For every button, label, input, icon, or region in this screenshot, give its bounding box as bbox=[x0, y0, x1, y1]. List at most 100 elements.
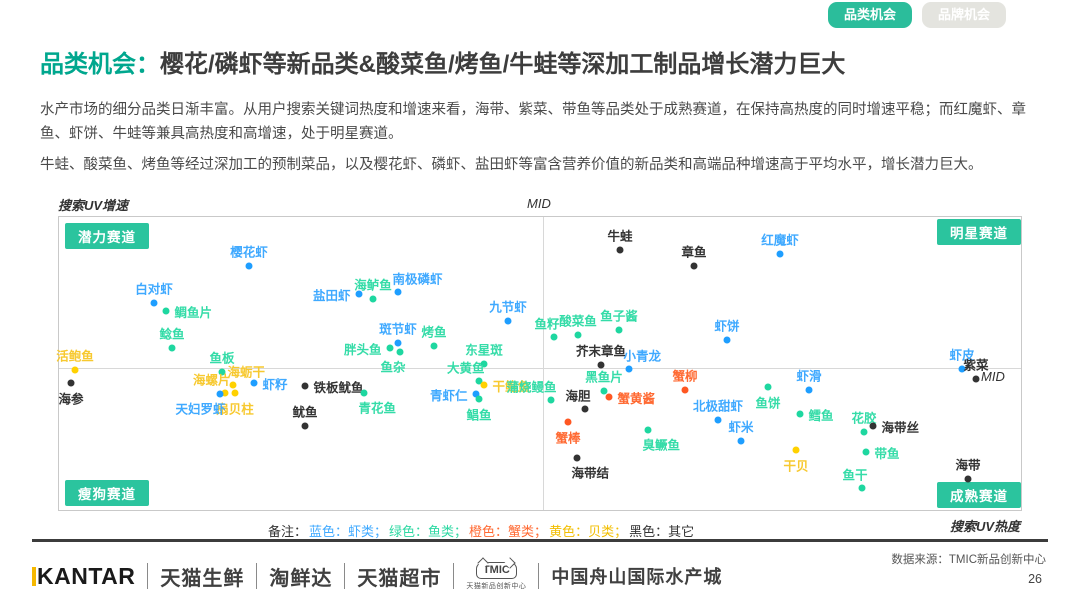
legend-item: 橙色：蟹类； bbox=[469, 524, 548, 539]
data-point[interactable]: 海胆 bbox=[565, 390, 591, 413]
data-point[interactable]: 樱花虾 bbox=[230, 246, 268, 270]
data-point-label: 鱼籽 bbox=[534, 317, 560, 332]
data-point[interactable]: 花胶 bbox=[851, 412, 877, 436]
data-point[interactable]: 东星斑 bbox=[465, 344, 503, 368]
data-point[interactable]: 鱿鱼 bbox=[292, 406, 318, 430]
data-point[interactable]: 北极甜虾 bbox=[693, 400, 743, 424]
data-point[interactable]: 牛蛙 bbox=[607, 230, 633, 254]
data-point[interactable]: 鱼板 bbox=[209, 352, 235, 376]
data-point[interactable]: 天妇罗虾 bbox=[175, 390, 226, 417]
data-point-label: 章鱼 bbox=[681, 245, 707, 260]
tab-category-opportunity[interactable]: 品类机会 bbox=[827, 2, 912, 28]
x-mid-label: MID bbox=[527, 196, 551, 211]
data-point[interactable]: 虾滑 bbox=[796, 370, 822, 394]
tmic-logo: TMIC 天猫新品创新中心 bbox=[466, 561, 526, 591]
data-point[interactable]: 九节虾 bbox=[489, 301, 527, 325]
data-point[interactable]: 虾皮 bbox=[949, 349, 975, 373]
data-point[interactable]: 虾籽 bbox=[250, 378, 288, 392]
data-point[interactable]: 红魔虾 bbox=[761, 234, 799, 258]
data-point-label: 虾籽 bbox=[262, 377, 288, 392]
data-point-label: 大黄鱼 bbox=[446, 361, 485, 376]
data-point[interactable]: 鳕鱼 bbox=[796, 409, 834, 423]
data-point[interactable]: 鱼饼 bbox=[755, 383, 781, 411]
data-point-label: 天妇罗虾 bbox=[175, 402, 226, 417]
data-point[interactable]: 海螺片 bbox=[193, 374, 231, 397]
page-title: 品类机会：樱花/磷虾等新品类&酸菜鱼/烤鱼/牛蛙等深加工制品增长潜力巨大 bbox=[40, 44, 845, 79]
data-point[interactable]: 小青龙 bbox=[624, 350, 661, 373]
data-point-label: 干贝 bbox=[783, 459, 809, 474]
data-point[interactable]: 海带结 bbox=[572, 454, 609, 481]
x-axis-label: 搜索UV热度 bbox=[949, 519, 1020, 534]
data-point-label: 海带丝 bbox=[881, 420, 920, 435]
data-point[interactable]: 烤鱼 bbox=[421, 326, 447, 350]
data-point[interactable]: 斑节虾 bbox=[379, 323, 417, 347]
legend-prefix: 备注： bbox=[268, 524, 308, 539]
data-point-label: 斑节虾 bbox=[379, 322, 417, 337]
data-point-label: 鱼子酱 bbox=[600, 309, 638, 324]
data-point[interactable]: 鱼子酱 bbox=[600, 310, 638, 334]
data-point-label: 烤鱼 bbox=[421, 325, 447, 340]
data-point[interactable]: 蒲烧鳗鱼 bbox=[506, 381, 557, 404]
data-point[interactable]: 铁板鱿鱼 bbox=[301, 381, 364, 395]
scatter-chart: MID 潜力赛道 明星赛道 瘦狗赛道 成熟赛道 樱花虾 白对虾 鲷鱼片 鲶鱼 活鲍鱼 海参… bbox=[56, 216, 1022, 511]
data-point-label: 铁板鱿鱼 bbox=[313, 380, 364, 395]
data-point[interactable]: 海鲈鱼 bbox=[354, 279, 392, 303]
data-point[interactable]: 紫菜 bbox=[963, 359, 989, 383]
data-point[interactable]: 酸菜鱼 bbox=[559, 315, 597, 339]
data-point[interactable]: 青虾仁 bbox=[430, 389, 480, 403]
data-point[interactable]: 鲶鱼 bbox=[159, 328, 185, 352]
data-point-label: 活鲍鱼 bbox=[56, 349, 94, 364]
data-point-label: 海鲈鱼 bbox=[354, 278, 392, 293]
data-point-label: 九节虾 bbox=[489, 300, 527, 315]
data-point[interactable]: 活鲍鱼 bbox=[56, 350, 94, 374]
data-point[interactable]: 白对虾 bbox=[135, 283, 173, 307]
data-point-label: 鱼干 bbox=[842, 468, 868, 483]
data-point[interactable]: 虾米 bbox=[728, 421, 754, 445]
data-point[interactable]: 鲳鱼 bbox=[466, 395, 492, 423]
data-point[interactable]: 南极磷虾 bbox=[393, 273, 443, 296]
tmall-fresh-logo: 天猫生鲜 bbox=[160, 567, 245, 590]
data-point[interactable]: 大黄鱼 bbox=[447, 362, 485, 385]
paragraph-1: 水产市场的细分品类日渐丰富。从用户搜索关键词热度和增速来看，海带、紫菜、带鱼等品… bbox=[40, 102, 1026, 142]
footer-separator bbox=[453, 563, 455, 589]
data-point[interactable]: 盐田虾 bbox=[313, 289, 363, 303]
data-point[interactable]: 干贝 bbox=[783, 446, 809, 474]
data-point[interactable]: 海参 bbox=[58, 379, 84, 407]
quadrant-badge-dog: 瘦狗赛道 bbox=[65, 480, 149, 506]
tmall-mart-logo: 天猫超市 bbox=[357, 567, 442, 590]
data-point[interactable]: 带鱼 bbox=[862, 447, 900, 461]
footer-separator bbox=[256, 563, 258, 589]
data-point[interactable]: 鱼杂 bbox=[380, 348, 406, 375]
data-point-label: 芥末章鱼 bbox=[575, 344, 627, 359]
data-point[interactable]: 芥末章鱼 bbox=[576, 345, 626, 369]
data-point[interactable]: 鱼干 bbox=[842, 469, 868, 492]
zhoushan-logo: 中国舟山国际水产城 bbox=[551, 567, 723, 587]
legend-item: 蓝色：虾类； bbox=[309, 524, 388, 539]
data-point[interactable]: 黑鱼片 bbox=[585, 371, 623, 395]
data-point-label: 小青龙 bbox=[623, 349, 662, 364]
data-point[interactable]: 鲷鱼片 bbox=[162, 306, 212, 320]
data-point[interactable]: 蟹黄酱 bbox=[605, 392, 655, 406]
data-point[interactable]: 扇贝柱 bbox=[216, 389, 254, 417]
data-point-label: 蟹棒 bbox=[555, 431, 581, 446]
data-point-label: 海参 bbox=[58, 392, 84, 407]
data-point[interactable]: 海蛎干 bbox=[228, 366, 265, 389]
data-point[interactable]: 海带 bbox=[955, 459, 981, 483]
horizontal-mid-line bbox=[59, 368, 1021, 369]
kantar-logo: KANTAR bbox=[32, 563, 135, 590]
data-point[interactable]: 海带丝 bbox=[869, 421, 919, 435]
top-tabs: 品类机会 品牌机会 bbox=[827, 2, 1006, 28]
data-point[interactable]: 鱼籽 bbox=[534, 318, 560, 341]
data-point[interactable]: 章鱼 bbox=[681, 246, 707, 270]
y-mid-label: MID bbox=[981, 369, 1005, 384]
data-point-label: 虾皮 bbox=[949, 348, 975, 363]
data-point[interactable]: 干鲍鱼 bbox=[480, 380, 530, 394]
tab-brand-opportunity[interactable]: 品牌机会 bbox=[921, 2, 1006, 28]
data-point-label: 蟹黄酱 bbox=[617, 391, 656, 406]
data-point[interactable]: 胖头鱼 bbox=[344, 343, 394, 357]
data-point[interactable]: 臭鳜鱼 bbox=[643, 426, 680, 453]
data-point[interactable]: 蟹柳 bbox=[672, 370, 698, 394]
data-point[interactable]: 虾饼 bbox=[714, 320, 740, 344]
data-point[interactable]: 蟹棒 bbox=[555, 418, 581, 446]
data-point[interactable]: 青花鱼 bbox=[359, 389, 396, 416]
